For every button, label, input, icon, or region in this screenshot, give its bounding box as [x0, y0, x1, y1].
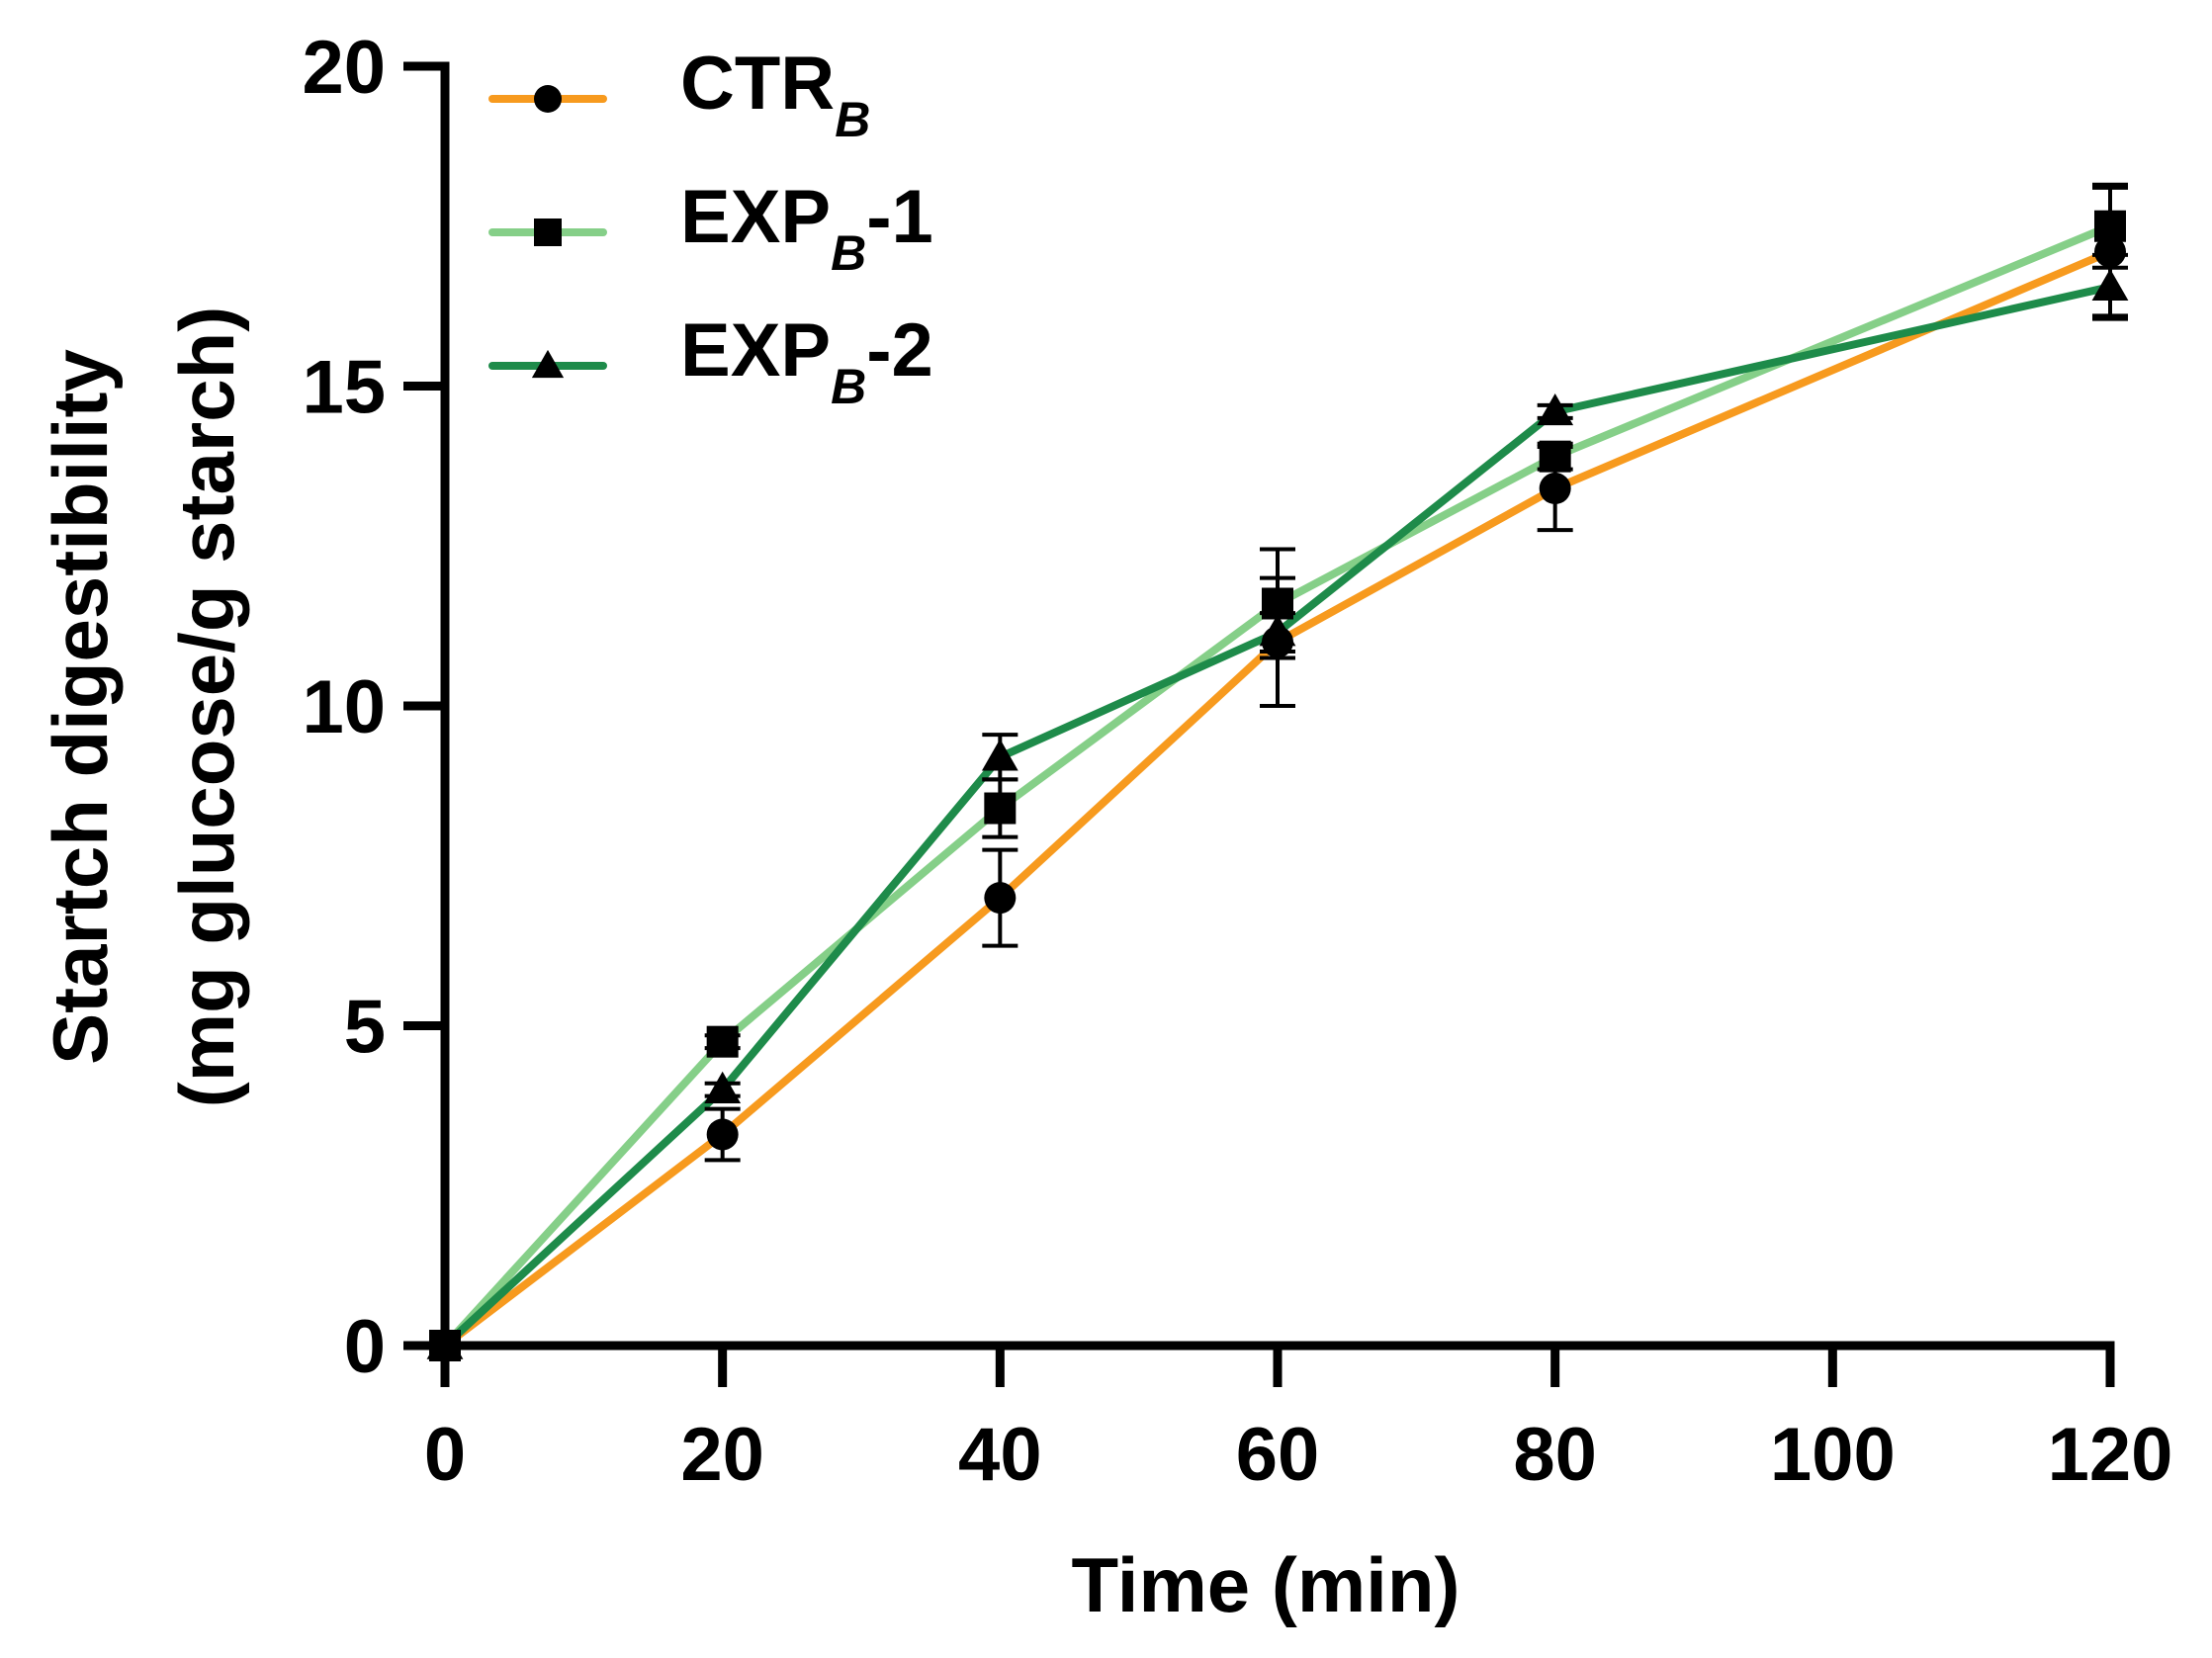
- y-axis-title-line2: (mg glucose/g starch): [163, 306, 250, 1107]
- y-tick-label: 20: [302, 26, 386, 110]
- data-point: [2091, 268, 2129, 302]
- y-tick-label: 5: [344, 986, 386, 1070]
- x-tick-label: 120: [2048, 1413, 2173, 1497]
- y-tick-label: 10: [302, 665, 386, 749]
- data-point: [706, 1118, 739, 1151]
- data-point: [981, 739, 1018, 771]
- x-tick-label: 0: [424, 1413, 466, 1497]
- legend-marker: [534, 85, 562, 113]
- legend-marker: [534, 218, 562, 246]
- x-axis-title: Time (min): [1072, 1541, 1460, 1628]
- y-axis-title-line1: Startch digestibility: [37, 349, 124, 1065]
- legend-item-1: CTRB: [488, 42, 870, 147]
- series-lines: [441, 221, 2114, 1350]
- x-tick-label: 20: [680, 1413, 764, 1497]
- data-point: [704, 1071, 742, 1103]
- y-tick-label: 0: [344, 1305, 386, 1389]
- y-axis-title: Startch digestibility (mg glucose/g star…: [37, 306, 250, 1107]
- y-tick-label: 15: [302, 346, 386, 430]
- series-markers: [426, 210, 2129, 1361]
- data-point: [2094, 210, 2126, 242]
- x-tick-label: 100: [1770, 1413, 1896, 1497]
- data-point: [1259, 614, 1296, 647]
- legend-label: CTRB: [680, 42, 870, 147]
- data-point: [426, 1327, 464, 1359]
- series-line-3: [441, 283, 2114, 1350]
- series-line-2: [441, 221, 2114, 1350]
- axes: 0 5 10 15 20 0 20 40 60 80 100 120: [302, 26, 2172, 1497]
- series-layer: [426, 182, 2129, 1361]
- legend-label: EXPB-1: [680, 175, 933, 281]
- legend-label: EXPB-2: [680, 308, 933, 414]
- x-tick-label: 40: [958, 1413, 1042, 1497]
- data-point: [984, 882, 1017, 915]
- data-point: [1537, 393, 1574, 426]
- data-point: [1262, 587, 1293, 620]
- legend-item-2: EXPB-1: [488, 175, 933, 281]
- data-point: [984, 792, 1017, 825]
- x-tick-label: 80: [1513, 1413, 1597, 1497]
- series-line-1: [441, 247, 2114, 1350]
- legend: CTRB EXPB-1 EXPB-2: [488, 42, 933, 414]
- data-point: [706, 1025, 739, 1058]
- legend-marker: [531, 349, 565, 379]
- data-point: [2094, 235, 2126, 268]
- legend-item-3: EXPB-2: [488, 308, 933, 414]
- x-tick-label: 60: [1236, 1413, 1320, 1497]
- data-point: [1539, 473, 1571, 505]
- data-point: [1539, 440, 1571, 473]
